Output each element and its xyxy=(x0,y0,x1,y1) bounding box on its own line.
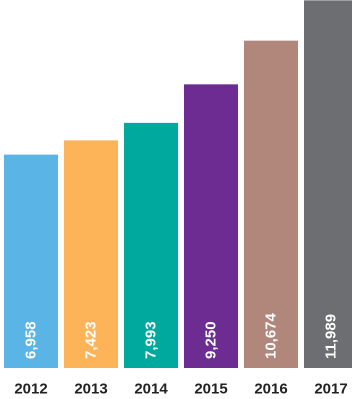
bar-value-label-2017: 11,989 xyxy=(323,314,340,359)
bar-2012 xyxy=(4,154,58,368)
x-tick-label-2013: 2013 xyxy=(74,381,107,398)
bar-value-label-2016: 10,674 xyxy=(263,312,280,359)
bar-value-labels: 6,958 7,423 7,993 9,250 10,674 11,989 xyxy=(23,312,340,359)
x-tick-label-2016: 2016 xyxy=(254,381,287,398)
bar-value-label-2015: 9,250 xyxy=(203,321,220,359)
bar-2013 xyxy=(64,140,118,368)
bars xyxy=(4,0,352,368)
x-tick-label-2014: 2014 xyxy=(134,381,168,398)
x-tick-label-2015: 2015 xyxy=(194,381,227,398)
bar-2017 xyxy=(304,0,352,368)
bar-2015 xyxy=(184,84,238,368)
x-tick-label-2012: 2012 xyxy=(14,381,47,398)
bar-2016 xyxy=(244,40,298,368)
bar-value-label-2014: 7,993 xyxy=(143,321,160,359)
bar-value-label-2012: 6,958 xyxy=(23,321,40,359)
bar-value-label-2013: 7,423 xyxy=(83,321,100,359)
bar-2014 xyxy=(124,122,178,368)
x-tick-label-2017: 2017 xyxy=(314,381,347,398)
x-axis-tick-labels: 2012 2013 2014 2015 2016 2017 xyxy=(14,381,347,398)
